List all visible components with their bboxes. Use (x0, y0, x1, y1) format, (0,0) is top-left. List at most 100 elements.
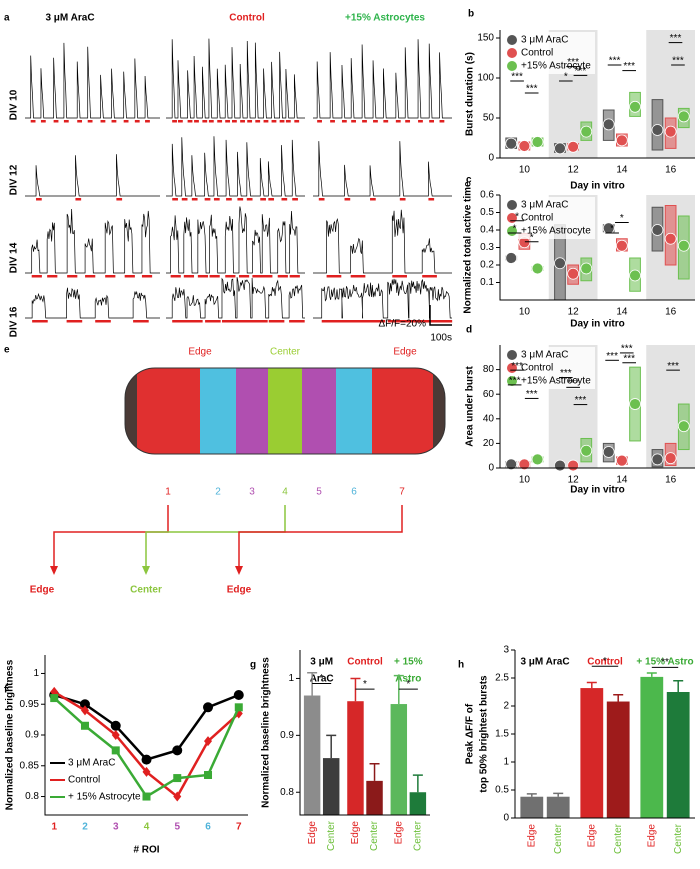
error-bar (673, 680, 684, 692)
burst-marker (85, 275, 96, 278)
y-tick-label: 0.85 (20, 760, 40, 771)
legend-label: Control (68, 775, 100, 786)
x-tick-label: Edge (646, 824, 657, 848)
burst-marker (145, 120, 150, 123)
mean-marker (580, 262, 593, 275)
region-label: Edge (188, 347, 212, 358)
legend-label: + 15% Astrocyte (68, 792, 141, 803)
significance: * (530, 232, 534, 243)
legend-label: +15% Astrocyte (521, 226, 591, 237)
burst-marker (294, 120, 300, 123)
burst-marker (392, 275, 407, 278)
error-bar (613, 694, 624, 702)
region-label: Center (270, 347, 301, 358)
group-label: Control (587, 657, 623, 668)
mean-marker (554, 142, 566, 155)
roi-number: 4 (282, 487, 288, 498)
x-tick-label: 2 (82, 822, 88, 833)
significance: * (406, 679, 410, 690)
condition-header: Control (229, 13, 265, 24)
significance: *** (672, 56, 684, 67)
roi-number: 5 (316, 487, 322, 498)
burst-marker (36, 198, 42, 201)
y-tick-label: 60 (483, 389, 495, 400)
y-tick-label: 0.9 (25, 730, 39, 741)
point (204, 771, 213, 779)
axes (44, 655, 248, 816)
burst-marker (395, 120, 401, 123)
mean-marker (518, 140, 531, 152)
bar (606, 701, 630, 818)
group-label: + 15% Astro (636, 657, 693, 668)
burst-marker (341, 120, 347, 123)
burst-marker (172, 320, 188, 323)
panel-label: b (468, 9, 474, 20)
x-tick-label: Center (369, 820, 380, 851)
y-tick-label: 100 (477, 73, 494, 84)
burst-marker (418, 120, 423, 123)
point (142, 792, 151, 801)
x-tick-label: 16 (665, 307, 677, 318)
burst-marker (134, 120, 140, 123)
mean-marker (580, 444, 593, 457)
burst-marker (124, 275, 135, 278)
burst-marker (205, 320, 221, 323)
burst-marker (362, 120, 367, 123)
burst-marker (330, 120, 335, 123)
burst-marker (40, 120, 46, 123)
significance: * (320, 673, 324, 684)
significance: * (513, 224, 517, 235)
calcium-trace (25, 154, 160, 197)
calcium-trace (313, 209, 452, 274)
mean-marker (580, 125, 593, 138)
calcium-trace (166, 206, 305, 274)
y-tick-label: 0 (503, 813, 509, 824)
burst-marker (238, 275, 250, 278)
x-axis-label: Day in vitro (570, 181, 624, 192)
mean-marker (602, 222, 615, 235)
error-bar (326, 734, 337, 759)
row-label: DIV 16 (9, 306, 20, 337)
roi-segment (372, 368, 433, 454)
group-label: Control (347, 657, 383, 668)
burst-marker (204, 198, 211, 201)
x-tick-label: 16 (665, 475, 677, 486)
significance: *** (667, 361, 679, 372)
mean-marker (531, 453, 544, 466)
significance: * (610, 224, 614, 235)
burst-marker (105, 275, 116, 278)
legend-label: 3 μM AraC (521, 200, 568, 211)
mean-marker (664, 452, 677, 465)
burst-marker (252, 320, 268, 323)
x-tick-label: 10 (519, 307, 531, 318)
bar (580, 688, 604, 818)
y-tick-label: 0.3 (480, 242, 494, 253)
arrow-head (235, 566, 243, 575)
burst-marker (202, 120, 208, 123)
burst-marker (429, 120, 435, 123)
y-tick-label: 150 (477, 33, 494, 44)
scale-label: ΔF/F=20% (378, 319, 426, 330)
bar (666, 692, 690, 818)
burst-marker (141, 275, 153, 278)
roi-number: 7 (399, 487, 405, 498)
arrow-head (50, 566, 58, 575)
burst-marker (77, 120, 83, 123)
significance: *** (526, 389, 538, 400)
burst-marker (221, 320, 238, 323)
arrow (145, 505, 286, 572)
significance: *** (623, 353, 635, 364)
mean-marker (531, 136, 544, 148)
burst-marker (172, 120, 177, 123)
burst-marker (237, 320, 253, 323)
mean-marker (615, 454, 628, 467)
scale-label: 100s (430, 333, 452, 344)
burst-marker (429, 320, 453, 323)
group-label: Astro (395, 674, 421, 685)
roi-segment (125, 368, 137, 454)
legend-marker (507, 48, 517, 58)
roi-number: 3 (249, 487, 255, 498)
x-tick-label: Center (613, 823, 624, 854)
y-tick-label: 0.4 (480, 225, 494, 236)
x-axis-label: Day in vitro (570, 319, 624, 330)
